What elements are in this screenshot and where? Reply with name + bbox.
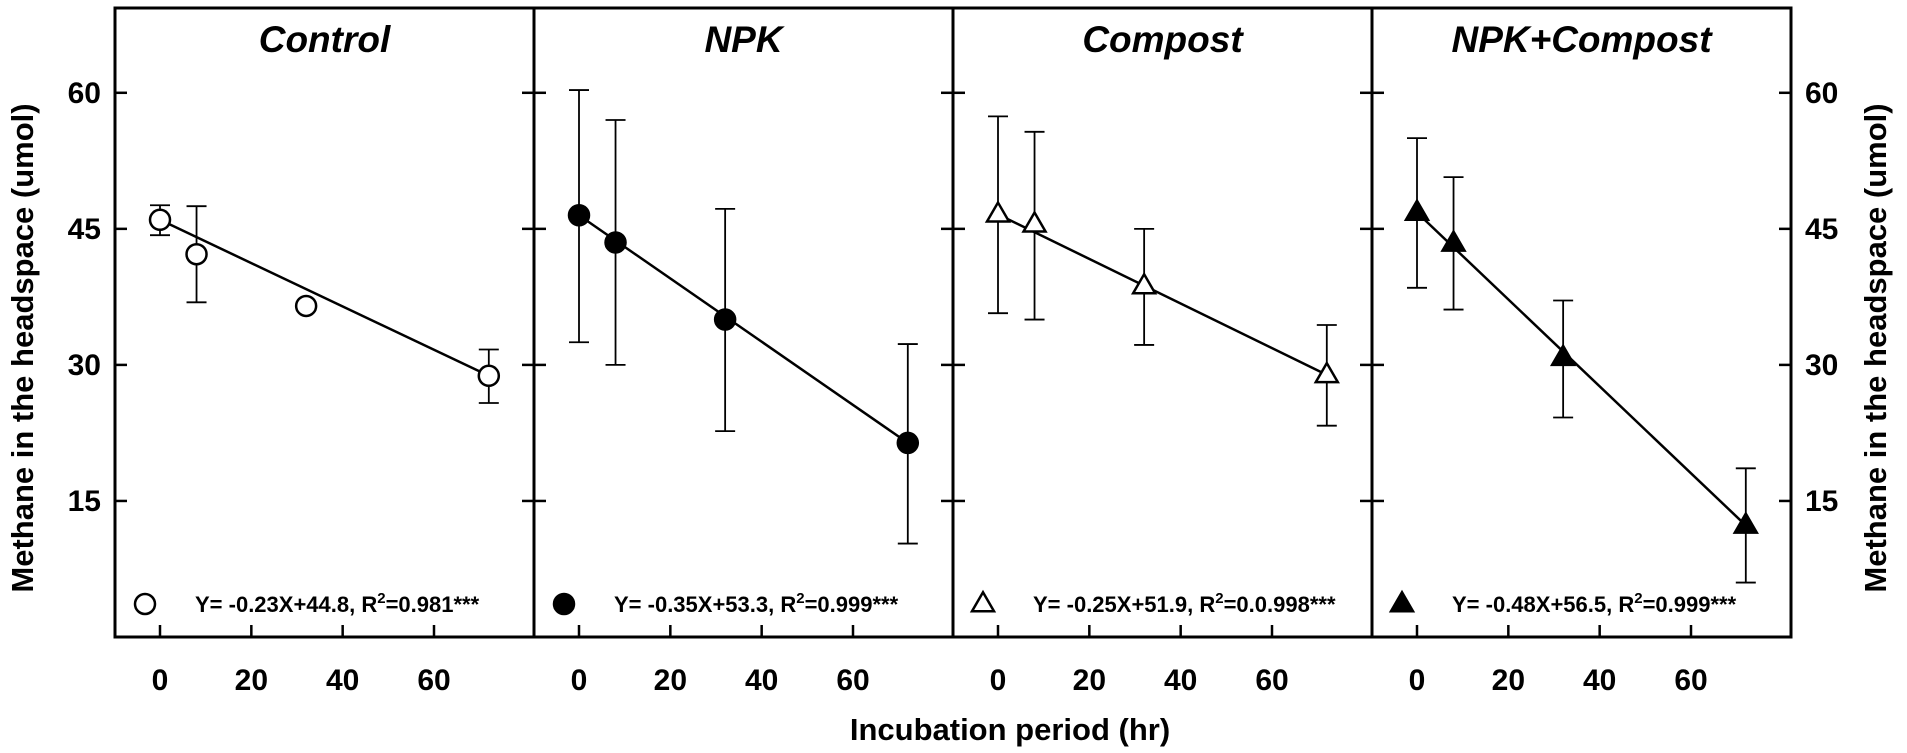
panel-frame: [532, 6, 955, 639]
data-point: [477, 364, 501, 388]
panel-title: NPK: [704, 19, 784, 60]
x-tick-label: 0: [1409, 664, 1426, 697]
x-tick-label: 0: [990, 664, 1007, 697]
y-tick-label-right: 45: [1805, 213, 1838, 246]
data-point: [984, 200, 1012, 223]
regression-equation: Y= -0.48X+56.5, R2=0.999***: [1452, 590, 1737, 617]
x-tick-label: 60: [1674, 664, 1707, 697]
legend-marker: [552, 592, 576, 616]
legend-marker: [133, 592, 157, 616]
y-tick-label-left: 60: [68, 77, 101, 110]
fit-line: [159, 218, 490, 377]
y-tick-label-left: 45: [68, 213, 101, 246]
x-tick-label: 20: [1492, 664, 1525, 697]
data-point: [1549, 343, 1577, 367]
data-point: [148, 208, 172, 232]
y-tick-label-right: 15: [1805, 485, 1838, 518]
data-point: [896, 431, 920, 455]
y-axis-title-right: Methane in the headspace (umol): [1858, 103, 1893, 592]
y-tick-label-right: 60: [1805, 77, 1838, 110]
y-axis-title-left: Methane in the headspace (umol): [5, 103, 40, 592]
data-point: [1732, 511, 1759, 534]
x-tick-label: 40: [745, 664, 778, 697]
data-point: [1440, 229, 1467, 252]
x-tick-label: 40: [1583, 664, 1616, 697]
y-tick-label-left: 30: [68, 349, 101, 382]
x-tick-label: 40: [326, 664, 359, 697]
y-tick-label-left: 15: [68, 485, 101, 518]
panel-1: 0 20 40 60 15 30 45 60 Control Y= -0.23X+44.8, R2…: [68, 6, 536, 697]
x-tick-label: 20: [654, 664, 687, 697]
panel-title: Control: [259, 19, 391, 60]
data-point: [567, 203, 591, 227]
x-tick-label: 0: [152, 664, 169, 697]
x-tick-label: 20: [1073, 664, 1106, 697]
data-point: [185, 242, 208, 266]
data-point: [1313, 360, 1340, 384]
x-tick-label: 0: [571, 664, 588, 697]
legend-marker: [1388, 589, 1416, 613]
x-tick-label: 60: [417, 664, 450, 697]
panel-title: NPK+Compost: [1451, 19, 1713, 60]
panel-frame: [951, 6, 1374, 639]
y-tick-label-right: 30: [1805, 349, 1838, 382]
panels-group: 0 20 40 60 15 30 45 60 Control Y= -0.23X+44.8, R2…: [68, 6, 1838, 697]
fit-line: [997, 213, 1328, 377]
panel-title: Compost: [1082, 19, 1244, 60]
x-axis-title: Incubation period (hr): [850, 712, 1170, 747]
regression-equation: Y= -0.25X+51.9, R2=0.0.998***: [1033, 590, 1336, 617]
regression-equation: Y= -0.35X+53.3, R2=0.999***: [614, 590, 899, 617]
fit-line: [578, 214, 909, 444]
data-point: [1130, 271, 1158, 295]
panel-frame: [113, 6, 536, 639]
data-point: [604, 231, 627, 254]
data-point: [713, 308, 737, 331]
data-point: [1021, 210, 1048, 233]
data-point: [294, 294, 318, 318]
regression-equation: Y= -0.23X+44.8, R2=0.981***: [195, 590, 480, 617]
data-point: [1403, 198, 1431, 221]
fit-line: [1416, 211, 1747, 527]
panel-4: 0 20 40 60 15 30 45 60 NPK+Compost Y= -0.48X+56.5…: [1370, 6, 1838, 697]
x-tick-label: 60: [1255, 664, 1288, 697]
x-tick-label: 60: [836, 664, 869, 697]
panel-3: 0 20 40 60 Compost Y= -0.25X+51.9, R2=0.0.998…: [951, 6, 1374, 697]
x-tick-label: 20: [235, 664, 268, 697]
x-tick-label: 40: [1164, 664, 1197, 697]
panel-2: 0 20 40 60 NPK Y= -0.35X+53.3, R2=0.999***: [532, 6, 955, 697]
legend-marker: [969, 589, 997, 613]
panel-frame: [1370, 6, 1793, 639]
